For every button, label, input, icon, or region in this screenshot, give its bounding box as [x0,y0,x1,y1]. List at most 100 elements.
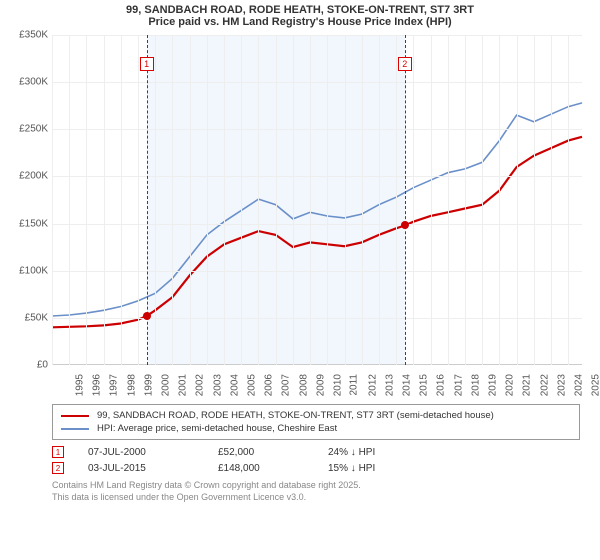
x-tick-label: 2012 [367,374,378,396]
marker-box-2: 2 [398,57,412,71]
annotation-row-2: 203-JUL-2015£148,00015% ↓ HPI [52,460,580,476]
marker-box-1: 1 [140,57,154,71]
gridline-v [482,35,483,365]
x-tick-label: 2003 [212,374,223,396]
gridline-v [379,35,380,365]
series-price_paid [52,137,582,327]
legend-label-hpi: HPI: Average price, semi-detached house,… [97,423,337,434]
annotation-box: 1 [52,446,64,458]
x-tick-label: 2005 [246,374,257,396]
footer: Contains HM Land Registry data © Crown c… [52,480,580,503]
footer-line-1: Contains HM Land Registry data © Crown c… [52,480,580,492]
gridline-h [52,271,582,272]
y-axis: £0£50K£100K£150K£200K£250K£300K£350K [10,35,50,365]
x-tick-label: 2021 [522,374,533,396]
gridline-v [104,35,105,365]
footer-line-2: This data is licensed under the Open Gov… [52,492,580,504]
gridline-v [224,35,225,365]
gridline-v [69,35,70,365]
x-tick-label: 2013 [384,374,395,396]
gridline-v [534,35,535,365]
annotation-box: 2 [52,462,64,474]
x-tick-label: 1996 [91,374,102,396]
plot-region: 12 [52,35,582,365]
gridline-v [293,35,294,365]
x-tick-label: 2024 [573,374,584,396]
gridline-v [190,35,191,365]
x-tick-label: 2004 [229,374,240,396]
x-axis: 1995199619971998199920002001200220032004… [52,370,582,400]
x-tick-label: 2006 [264,374,275,396]
gridline-v [362,35,363,365]
x-tick-label: 2001 [177,374,188,396]
chart-title: 99, SANDBACH ROAD, RODE HEATH, STOKE-ON-… [0,0,600,30]
legend: 99, SANDBACH ROAD, RODE HEATH, STOKE-ON-… [52,404,580,440]
x-tick-label: 2010 [332,374,343,396]
gridline-v [448,35,449,365]
gridline-h [52,318,582,319]
gridline-v [138,35,139,365]
gridline-v [568,35,569,365]
x-tick-label: 2002 [195,374,206,396]
x-tick-label: 1995 [74,374,85,396]
x-tick-label: 2018 [470,374,481,396]
x-tick-label: 2020 [504,374,515,396]
x-tick-label: 2011 [349,374,360,396]
legend-label-price: 99, SANDBACH ROAD, RODE HEATH, STOKE-ON-… [97,410,494,421]
gridline-v [551,35,552,365]
y-tick-label: £200K [19,171,48,182]
gridline-h [52,82,582,83]
legend-row-price: 99, SANDBACH ROAD, RODE HEATH, STOKE-ON-… [61,409,571,422]
x-tick-label: 1999 [143,374,154,396]
x-tick-label: 2009 [315,374,326,396]
gridline-v [413,35,414,365]
title-line-2: Price paid vs. HM Land Registry's House … [10,16,590,28]
gridline-h [52,224,582,225]
x-tick-label: 1997 [109,374,120,396]
marker-line-2 [405,35,406,365]
x-tick-label: 2017 [453,374,464,396]
annotation-price: £52,000 [218,447,328,458]
y-tick-label: £300K [19,77,48,88]
gridline-v [465,35,466,365]
gridline-v [241,35,242,365]
line-svg [52,35,582,365]
x-tick-label: 2000 [160,374,171,396]
gridline-v [207,35,208,365]
x-tick-label: 2025 [590,374,600,396]
gridline-v [276,35,277,365]
gridline-v [258,35,259,365]
y-tick-label: £50K [25,312,48,323]
legend-swatch-hpi [61,428,89,430]
gridline-v [155,35,156,365]
legend-row-hpi: HPI: Average price, semi-detached house,… [61,422,571,435]
marker-dot-1 [143,312,151,320]
y-tick-label: £100K [19,265,48,276]
gridline-v [52,35,53,365]
gridline-v [86,35,87,365]
x-tick-label: 2014 [401,374,412,396]
gridline-v [396,35,397,365]
gridline-h [52,129,582,130]
gridline-v [517,35,518,365]
legend-swatch-price [61,415,89,417]
annotation-delta: 24% ↓ HPI [328,447,428,458]
annotation-price: £148,000 [218,463,328,474]
x-tick-label: 2007 [281,374,292,396]
gridline-v [345,35,346,365]
gridline-v [310,35,311,365]
x-tick-label: 2008 [298,374,309,396]
marker-dot-2 [401,221,409,229]
title-line-1: 99, SANDBACH ROAD, RODE HEATH, STOKE-ON-… [10,4,590,16]
gridline-v [499,35,500,365]
gridline-h [52,35,582,36]
gridline-h [52,176,582,177]
gridline-v [172,35,173,365]
y-tick-label: £0 [37,360,48,371]
annotation-date: 03-JUL-2015 [88,463,218,474]
x-tick-label: 2016 [436,374,447,396]
x-tick-label: 2022 [539,374,550,396]
gridline-v [431,35,432,365]
y-tick-label: £350K [19,30,48,41]
annotation-row-1: 107-JUL-2000£52,00024% ↓ HPI [52,444,580,460]
